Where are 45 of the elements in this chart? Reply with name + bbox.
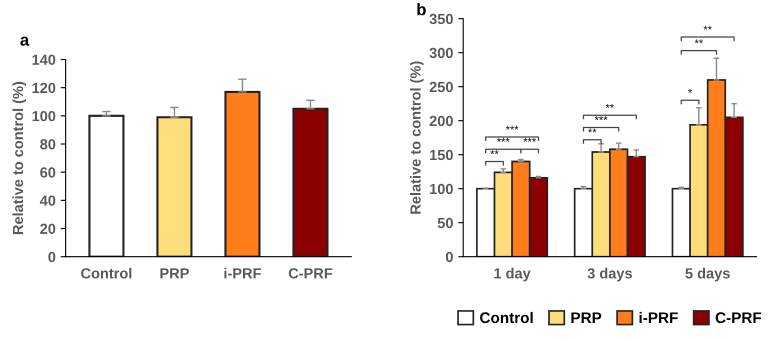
y-tick-label: 40 (40, 195, 56, 206)
y-tick-label: 100 (430, 184, 453, 194)
y-axis-title: Relative to control (%) (410, 61, 424, 214)
y-tick-label: 20 (40, 224, 56, 234)
annotation: *** (523, 138, 536, 142)
annotation: ** (606, 104, 614, 108)
y-tick-label: 80 (40, 139, 56, 150)
legend-label: C-PRF (716, 312, 762, 324)
y-tick-label: 250 (430, 82, 453, 92)
y-axis-title: Relative to control (%) (12, 82, 26, 234)
y-tick-label: 150 (430, 150, 453, 160)
bar (224, 90, 260, 257)
bar (292, 108, 328, 257)
annotation: *** (496, 138, 510, 142)
x-tick-label: 5 days (685, 268, 730, 282)
annotation: ** (704, 26, 712, 30)
y-tick-label: 350 (429, 14, 453, 24)
y-tick-label: 0 (446, 252, 453, 262)
x-tick-label: PRP (160, 268, 189, 278)
x-tick-label: Control (81, 268, 132, 279)
annotation: ** (588, 128, 596, 132)
annotation: ** (490, 150, 499, 154)
y-tick-label: 60 (40, 167, 56, 178)
x-tick-label: C-PRF (288, 268, 332, 279)
bar (156, 116, 192, 257)
y-tick-label: 120 (32, 82, 56, 94)
annotation: *** (506, 126, 518, 130)
chart-title: b (417, 3, 426, 16)
y-tick-label: 100 (32, 110, 56, 122)
x-tick-label: 1 day (494, 268, 531, 282)
x-tick-label: 3 days (588, 268, 632, 282)
chart-title: a (20, 36, 30, 46)
y-tick-label: 200 (430, 116, 453, 126)
y-tick-label: 0 (48, 252, 56, 262)
annotation: * (688, 88, 692, 93)
annotation: ** (694, 39, 704, 44)
bar (88, 114, 124, 257)
legend-label: PRP (571, 312, 602, 323)
y-tick-label: 50 (438, 218, 453, 228)
x-tick-label: i-PRF (224, 268, 261, 278)
y-tick-label: 140 (32, 54, 56, 65)
legend-label: i-PRF (640, 312, 678, 323)
legend-label: Control (480, 312, 533, 324)
y-tick-label: 300 (429, 48, 453, 58)
annotation: *** (594, 116, 608, 120)
